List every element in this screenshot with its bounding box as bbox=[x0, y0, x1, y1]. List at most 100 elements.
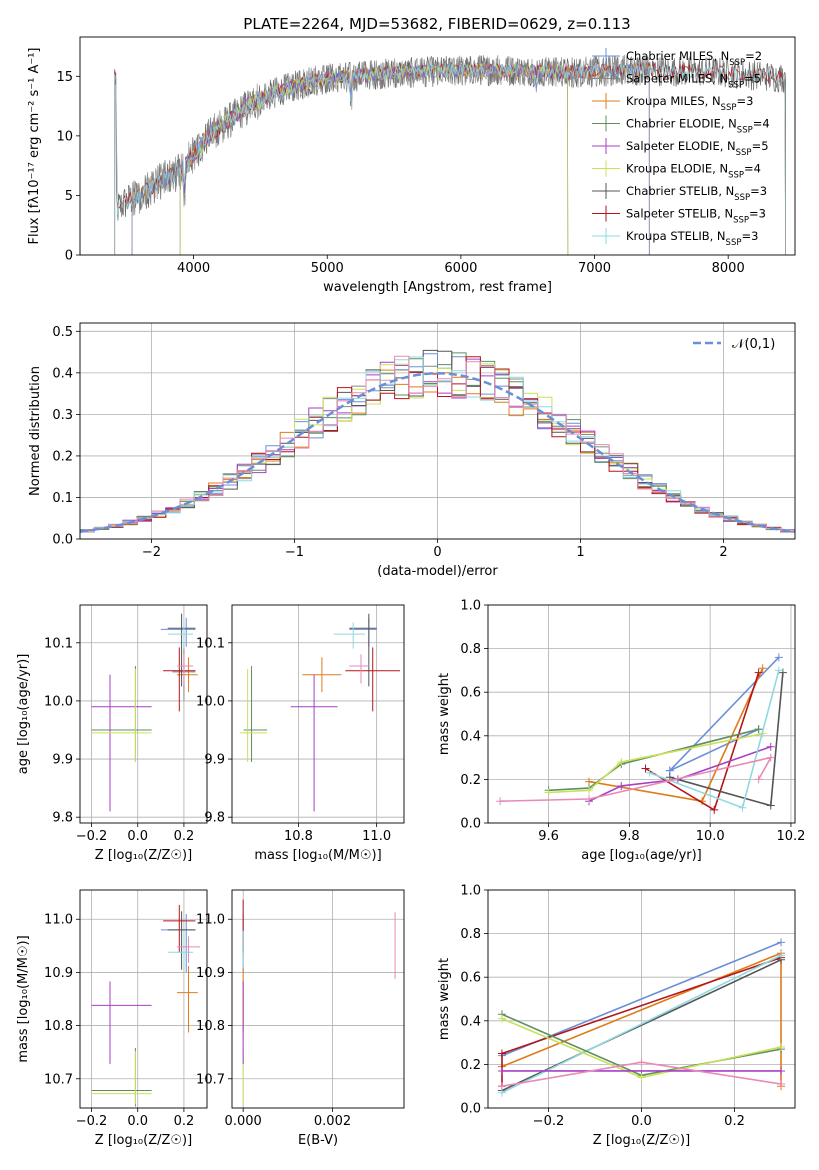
y-tick-label: 10.9 bbox=[196, 966, 225, 981]
plot-area bbox=[91, 613, 198, 812]
x-tick-label: −0.2 bbox=[533, 1114, 565, 1129]
figure-title: PLATE=2264, MJD=53682, FIBERID=0629, z=0… bbox=[243, 15, 630, 33]
series-marker bbox=[777, 1042, 786, 1051]
series-marker bbox=[778, 668, 787, 677]
x-tick-label: 10.2 bbox=[776, 829, 805, 844]
y-axis-label: mass weight bbox=[437, 958, 452, 1040]
x-axis-label: Z [log₁₀(Z/Z☉)] bbox=[95, 848, 192, 863]
series-marker bbox=[497, 1066, 506, 1075]
legend-label: Kroupa ELODIE, NSSP=4 bbox=[626, 162, 761, 181]
y-tick-label: 11.0 bbox=[196, 913, 225, 928]
panel-mass_weight_vs_Z: −0.2 0.0 0.2 0.0 0.2 0.4 0.6 0.8 1.0 Z [log₁₀(Z/Z… bbox=[437, 884, 796, 1148]
y-tick-label: 0.1 bbox=[52, 491, 73, 506]
series-marker bbox=[497, 1049, 506, 1058]
error-bar-point bbox=[167, 622, 194, 649]
x-axis-label: Z [log₁₀(Z/Z☉)] bbox=[95, 1133, 192, 1148]
series-marker bbox=[777, 1080, 786, 1089]
x-tick-label: 8000 bbox=[712, 261, 745, 276]
series-line bbox=[548, 732, 763, 794]
plot-area bbox=[239, 613, 401, 812]
error-bar-point bbox=[349, 654, 369, 684]
normal-curve bbox=[80, 372, 795, 533]
x-tick-label: 0.2 bbox=[174, 829, 195, 844]
error-bar-point bbox=[91, 666, 152, 762]
axes-border bbox=[79, 322, 796, 540]
series-marker bbox=[584, 795, 593, 804]
series-marker bbox=[766, 801, 775, 810]
y-axis-label: age [log₁₀(age/yr)] bbox=[16, 654, 31, 775]
x-tick-label: 9.8 bbox=[619, 829, 640, 844]
series-line bbox=[669, 728, 759, 772]
x-tick-label: 2 bbox=[719, 545, 727, 560]
error-bar-point bbox=[333, 622, 365, 649]
series-marker bbox=[754, 668, 763, 677]
series-marker bbox=[777, 951, 786, 960]
spectrum-line-salpeter-stelib bbox=[114, 62, 786, 255]
x-tick-label: 6000 bbox=[444, 261, 477, 276]
x-tick-label: 0.0 bbox=[631, 1114, 652, 1129]
legend-label: Salpeter ELODIE, NSSP=5 bbox=[626, 139, 769, 158]
legend-label: Kroupa MILES, NSSP=3 bbox=[626, 94, 753, 113]
series-marker bbox=[777, 938, 786, 947]
series-chabrier-miles bbox=[665, 653, 783, 775]
series-salpeter-elodie bbox=[497, 1066, 786, 1075]
error-bar-point bbox=[163, 647, 196, 712]
axes-border bbox=[231, 604, 405, 824]
y-tick-label: 10 bbox=[56, 129, 73, 144]
x-tick-label: 4000 bbox=[177, 261, 210, 276]
panel-spectrum: 4000 5000 6000 7000 8000 0 5 10 15 wavelength [An… bbox=[27, 36, 796, 295]
x-tick-label: 0 bbox=[433, 545, 441, 560]
panel-age_vs_mass: 10.8 11.0 9.8 9.9 10.0 10.1 mass [log₁₀(M/M☉)] bbox=[196, 604, 405, 863]
axes-border bbox=[79, 604, 208, 824]
plot-area bbox=[80, 349, 795, 533]
x-axis-label: E(B-V) bbox=[298, 1133, 338, 1148]
y-tick-label: 0 bbox=[65, 249, 73, 264]
x-tick-label: 0.2 bbox=[724, 1114, 745, 1129]
series-line bbox=[645, 672, 760, 812]
error-bar-point bbox=[239, 668, 268, 762]
series-marker bbox=[584, 786, 593, 795]
axes-border bbox=[79, 889, 208, 1109]
series-marker bbox=[766, 742, 775, 751]
y-tick-label: 1.0 bbox=[460, 884, 481, 899]
error-bar-point bbox=[91, 1047, 152, 1107]
y-tick-label: 0.5 bbox=[52, 325, 73, 340]
legend-label: Salpeter MILES, NSSP=5 bbox=[626, 72, 761, 91]
x-tick-label: 0.0 bbox=[127, 829, 148, 844]
y-tick-label: 11.0 bbox=[44, 913, 73, 928]
error-bar-point bbox=[160, 913, 196, 973]
x-axis-label: mass [log₁₀(M/M☉)] bbox=[254, 848, 381, 863]
y-tick-label: 10.8 bbox=[196, 1019, 225, 1034]
plot-area bbox=[497, 938, 786, 1097]
series-line bbox=[500, 756, 773, 802]
y-tick-label: 0.4 bbox=[460, 1014, 481, 1029]
error-bar-point bbox=[91, 674, 152, 812]
series-line bbox=[548, 728, 759, 792]
series-marker bbox=[617, 757, 626, 766]
error-bar-point bbox=[290, 674, 338, 812]
y-tick-label: 0.2 bbox=[460, 773, 481, 788]
error-bar-point bbox=[167, 613, 196, 687]
series-marker bbox=[766, 753, 775, 762]
y-axis-label: mass [log₁₀(M/M☉)] bbox=[16, 935, 31, 1062]
series-marker bbox=[777, 1066, 786, 1075]
x-tick-label: 10.0 bbox=[696, 829, 725, 844]
series-marker bbox=[758, 664, 767, 673]
y-axis-label: Normed distribution bbox=[28, 366, 43, 496]
y-axis-label: mass weight bbox=[437, 673, 452, 755]
error-bar-point bbox=[167, 911, 196, 970]
legend-label: Chabrier ELODIE, NSSP=4 bbox=[626, 117, 770, 136]
plot-area bbox=[114, 54, 786, 255]
error-bar-point bbox=[167, 930, 194, 969]
series-marker bbox=[544, 788, 553, 797]
y-tick-label: 0.6 bbox=[460, 686, 481, 701]
x-tick-label: 0.0 bbox=[127, 1114, 148, 1129]
x-tick-label: −0.2 bbox=[76, 829, 108, 844]
y-tick-label: 9.9 bbox=[52, 753, 73, 768]
y-tick-label: 0.0 bbox=[460, 1102, 481, 1117]
series-line bbox=[649, 670, 780, 809]
plot-area bbox=[91, 904, 201, 1107]
y-tick-label: 0.4 bbox=[52, 366, 73, 381]
y-tick-label: 10.0 bbox=[44, 694, 73, 709]
